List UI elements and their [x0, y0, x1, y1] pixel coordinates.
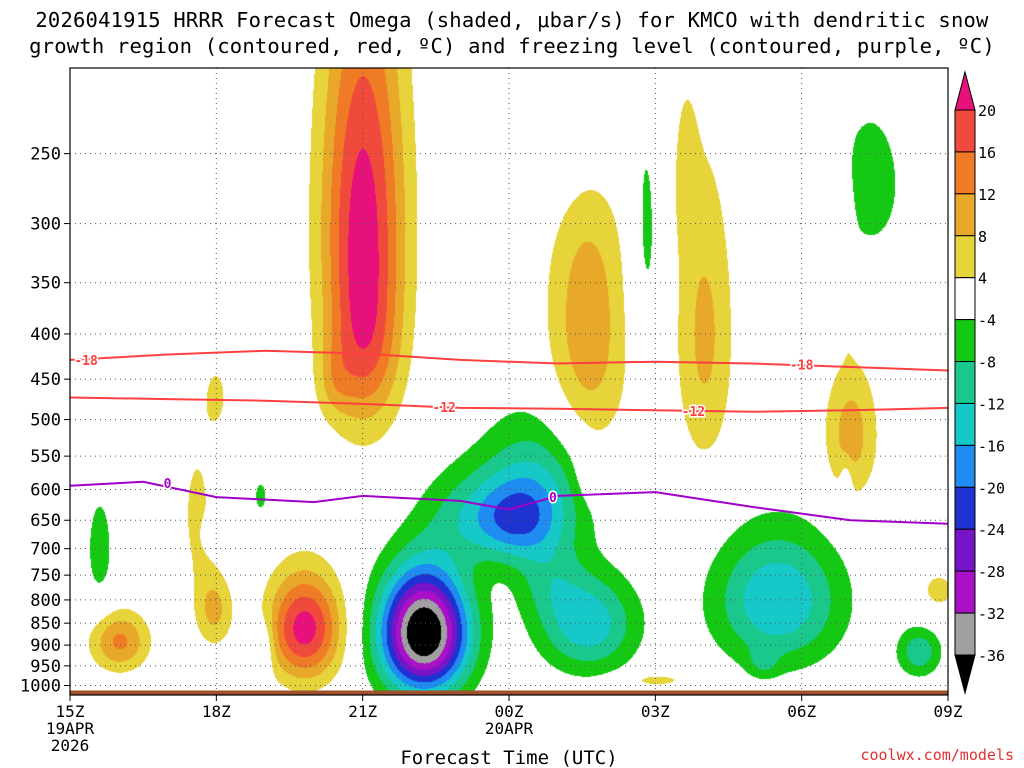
colorbar-swatch-9 [954, 444, 976, 488]
x-tick-label-line: 20APR [485, 719, 534, 738]
colorbar-label-11: -28 [978, 563, 1005, 581]
colorbar-label-8: -16 [978, 437, 1005, 455]
x-tick-label-4: 03Z [641, 702, 670, 721]
x-tick-label-line: 15Z [56, 702, 85, 721]
colorbar-swatch-11 [954, 528, 976, 572]
colorbar-swatch-5 [954, 277, 976, 321]
x-tick-label-6: 09Z [934, 702, 963, 721]
colorbar-label-9: -20 [978, 479, 1005, 497]
colorbar-label-0: 20 [978, 102, 996, 120]
colorbar-swatch-10 [954, 486, 976, 530]
x-tick-label-line: 18Z [202, 702, 231, 721]
x-tick-label-3: 00Z 20APR [485, 702, 534, 738]
y-tick-label-700: 700 [30, 540, 61, 560]
colorbar-label-3: 8 [978, 228, 987, 246]
omega-shading [70, 68, 948, 695]
contour-line-2 [70, 480, 948, 525]
colorbar-swatch-12 [954, 570, 976, 614]
x-tick-label-5: 06Z [787, 702, 816, 721]
x-tick-label-line: 19APR [46, 719, 95, 738]
colorbar-swatch-1 [954, 109, 976, 153]
y-tick-label-800: 800 [30, 591, 61, 611]
colorbar-label-12: -32 [978, 605, 1005, 623]
contour-label-2-1: 0 [549, 491, 557, 506]
colorbar: 20 16 12 8 4 -4 -8 -12 -16 -20 -24 -28 -32 -36 [954, 70, 1005, 695]
contour-isotherm--18: -18 -18 [70, 349, 948, 375]
y-tick-label-400: 400 [30, 325, 61, 345]
colorbar-swatch-3 [954, 193, 976, 237]
y-tick-label-300: 300 [30, 215, 61, 235]
contour-isotherm--12: -12 -12 [70, 396, 948, 422]
y-tick-label-750: 750 [30, 566, 61, 586]
x-tick-label-line: 06Z [787, 702, 816, 721]
colorbar-bottom-arrow [954, 654, 976, 695]
colorbar-label-4: 4 [978, 270, 987, 288]
y-tick-label-350: 350 [30, 274, 61, 294]
colorbar-label-2: 12 [978, 186, 996, 204]
y-tick-label-650: 650 [30, 511, 61, 531]
y-tick-label-250: 250 [30, 145, 61, 165]
contour-freezing-level-0: 00 [70, 476, 948, 525]
contour-label-1-1: -12 [682, 405, 705, 420]
y-tick-label-500: 500 [30, 411, 61, 431]
colorbar-label-7: -12 [978, 395, 1005, 413]
y-tick-label-450: 450 [30, 370, 61, 390]
x-tick-label-0: 15Z 19APR 2026 [46, 702, 95, 755]
colorbar-label-10: -24 [978, 521, 1005, 539]
y-tick-label-900: 900 [30, 636, 61, 656]
colorbar-swatch-8 [954, 402, 976, 446]
chart-title-line-1: 2026041915 HRRR Forecast Omega (shaded, … [35, 8, 989, 32]
x-tick-label-1: 18Z [202, 702, 231, 721]
colorbar-swatch-7 [954, 361, 976, 404]
contour-line-1 [70, 396, 948, 413]
x-tick-label-line: 21Z [348, 702, 377, 721]
y-tick-label-850: 850 [30, 614, 61, 634]
y-tick-label-1000: 1000 [20, 677, 61, 697]
x-tick-label-line: 09Z [934, 702, 963, 721]
y-tick-label-600: 600 [30, 481, 61, 501]
colorbar-top-arrow [954, 70, 976, 111]
contour-label-0-0: -18 [74, 354, 98, 369]
x-axis-title: Forecast Time (UTC) [400, 747, 617, 768]
contour-label-1-0: -12 [432, 401, 455, 416]
x-tick-label-2: 21Z [348, 702, 377, 721]
chart-title-line-2: growth region (contoured, red, ºC) and f… [29, 34, 995, 58]
colorbar-label-13: -36 [978, 647, 1005, 665]
credit-text: coolwx.com/models [860, 746, 1014, 764]
y-tick-label-950: 950 [30, 657, 61, 677]
colorbar-label-5: -4 [978, 312, 996, 330]
y-tick-label-550: 550 [30, 447, 61, 467]
colorbar-swatch-6 [954, 319, 976, 363]
colorbar-swatch-2 [954, 151, 976, 195]
colorbar-swatch-13 [954, 612, 976, 656]
colorbar-swatch-4 [954, 235, 976, 279]
contour-label-2-0: 0 [164, 477, 172, 492]
x-tick-label-line: 00Z [495, 702, 524, 721]
ground-surface [70, 690, 948, 695]
colorbar-label-6: -8 [978, 354, 996, 372]
x-tick-label-line: 03Z [641, 702, 670, 721]
x-tick-label-line: 2026 [51, 736, 90, 755]
contour-line-0 [70, 349, 948, 372]
colorbar-label-1: 16 [978, 144, 996, 162]
contour-label-0-1: -18 [790, 358, 814, 373]
